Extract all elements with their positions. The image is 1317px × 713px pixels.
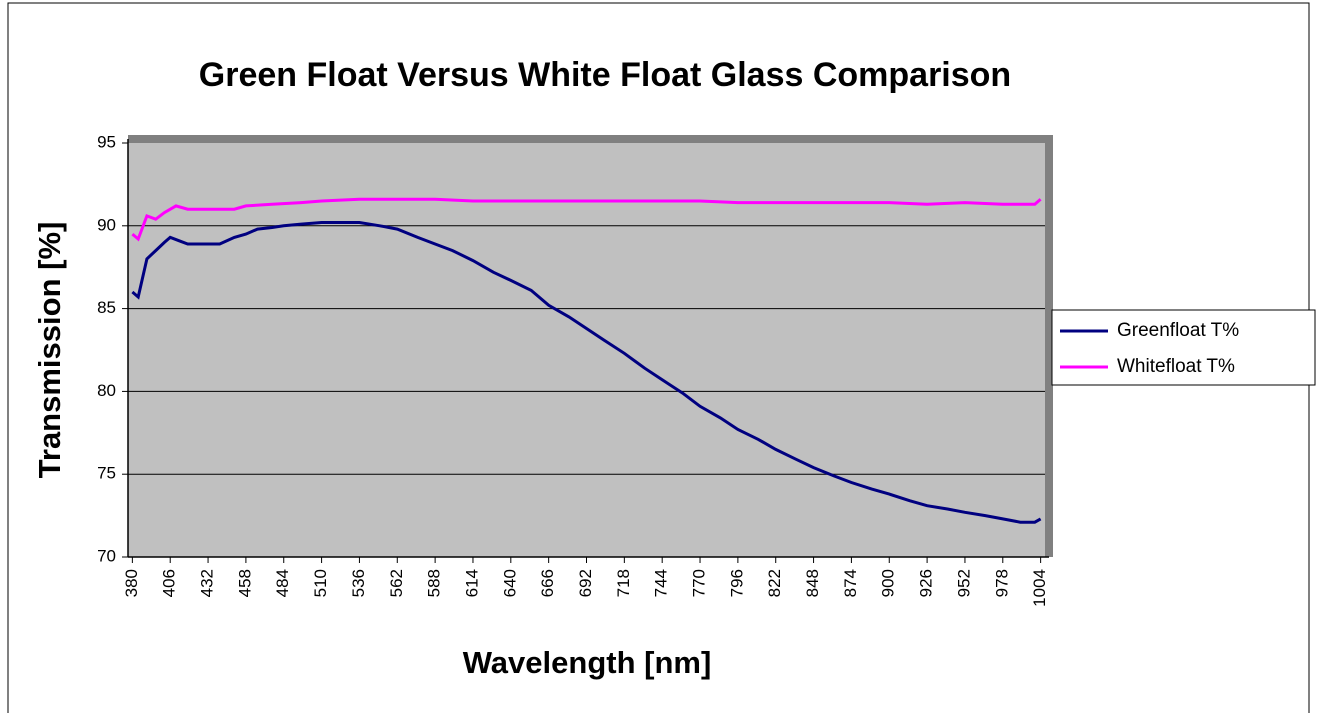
x-tick-label: 952 (954, 569, 973, 597)
x-tick-label: 770 (690, 569, 709, 597)
y-tick-label: 95 (97, 132, 116, 151)
legend (1051, 309, 1316, 386)
x-tick-label: 692 (576, 569, 595, 597)
x-tick-label: 744 (652, 569, 671, 597)
x-tick-label: 900 (879, 569, 898, 597)
y-tick-label: 85 (97, 298, 116, 317)
plot-area (128, 143, 1045, 557)
y-tick-label: 70 (97, 546, 116, 565)
series-line (131, 221, 1042, 524)
y-tick-label: 75 (97, 464, 116, 483)
x-tick-label: 588 (425, 569, 444, 597)
x-tick-label: 848 (803, 569, 822, 597)
x-tick-label: 978 (992, 569, 1011, 597)
x-tick-label: 666 (538, 569, 557, 597)
x-tick-label: 1004 (1030, 569, 1049, 607)
x-tick-label: 510 (311, 569, 330, 597)
x-tick-label: 458 (235, 569, 254, 597)
x-tick-label: 926 (917, 569, 936, 597)
legend-label: Greenfloat T% (1117, 320, 1239, 341)
plot-border (128, 135, 1053, 557)
x-tick-label: 562 (387, 569, 406, 597)
x-tick-label: 484 (273, 569, 292, 597)
x-tick-label: 432 (198, 569, 217, 597)
x-tick-label: 380 (122, 569, 141, 597)
x-tick-label: 822 (765, 569, 784, 597)
x-tick-label: 614 (462, 569, 481, 597)
y-tick-label: 80 (97, 381, 116, 400)
x-tick-label: 640 (500, 569, 519, 597)
legend-label: Whitefloat T% (1117, 356, 1235, 377)
chart-title: Green Float Versus White Float Glass Com… (199, 56, 1011, 94)
series-line (131, 197, 1042, 242)
x-tick-label: 718 (614, 569, 633, 597)
x-tick-label: 406 (160, 569, 179, 597)
x-tick-label: 796 (727, 569, 746, 597)
x-axis-title: Wavelength [nm] (463, 645, 712, 680)
x-tick-label: 536 (349, 569, 368, 597)
y-tick-label: 90 (97, 215, 116, 234)
y-axis-title: Transmission [%] (32, 222, 67, 479)
x-tick-label: 874 (841, 569, 860, 597)
